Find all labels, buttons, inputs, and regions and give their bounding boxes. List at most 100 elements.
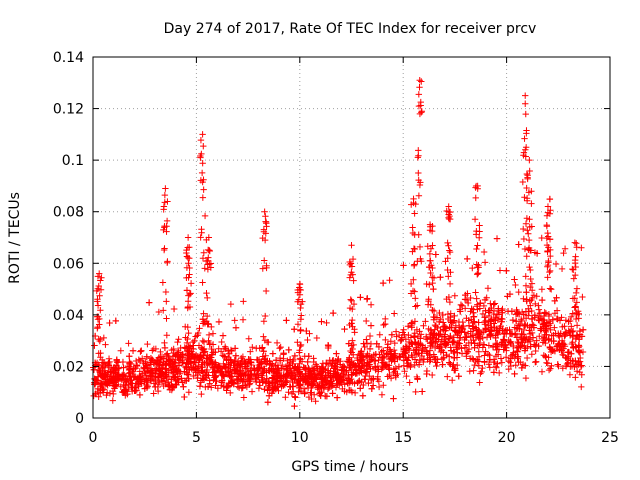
data-point bbox=[512, 331, 519, 338]
data-point bbox=[565, 318, 572, 325]
data-point bbox=[568, 350, 575, 357]
data-point bbox=[341, 373, 349, 381]
data-point bbox=[232, 324, 240, 331]
data-point bbox=[369, 382, 377, 389]
data-point bbox=[551, 297, 559, 305]
data-point bbox=[471, 340, 478, 347]
data-point bbox=[296, 291, 304, 298]
data-point bbox=[297, 342, 304, 350]
data-point bbox=[264, 387, 271, 394]
data-point bbox=[348, 297, 355, 304]
data-point bbox=[286, 356, 294, 363]
data-point bbox=[163, 315, 170, 322]
data-point bbox=[412, 303, 419, 310]
data-point bbox=[500, 330, 508, 337]
data-point bbox=[280, 355, 287, 362]
data-point bbox=[126, 353, 133, 360]
data-point bbox=[412, 346, 420, 353]
data-point bbox=[341, 381, 348, 388]
data-point bbox=[237, 360, 244, 367]
data-point bbox=[207, 264, 215, 271]
data-point bbox=[261, 236, 269, 244]
data-point bbox=[153, 366, 160, 373]
data-point bbox=[524, 227, 531, 234]
data-point bbox=[112, 366, 119, 374]
data-point bbox=[556, 346, 563, 353]
data-point bbox=[159, 279, 167, 286]
data-point bbox=[487, 316, 495, 324]
data-point bbox=[518, 317, 526, 325]
data-point bbox=[473, 325, 480, 333]
data-point bbox=[549, 316, 557, 323]
data-point bbox=[166, 362, 174, 369]
data-point bbox=[429, 273, 436, 281]
data-point bbox=[578, 383, 585, 391]
data-point bbox=[155, 354, 163, 361]
data-point bbox=[150, 345, 158, 353]
data-point bbox=[520, 149, 528, 156]
data-point bbox=[380, 382, 387, 389]
data-point bbox=[199, 358, 206, 366]
data-point bbox=[391, 310, 398, 317]
data-point bbox=[491, 300, 499, 307]
data-point bbox=[547, 252, 554, 260]
data-point bbox=[524, 175, 531, 183]
data-point bbox=[185, 274, 192, 281]
data-point bbox=[273, 374, 281, 382]
data-point bbox=[546, 267, 554, 275]
data-point bbox=[417, 255, 424, 263]
data-point bbox=[456, 327, 463, 335]
data-point bbox=[292, 394, 299, 401]
data-point bbox=[304, 358, 311, 366]
data-point bbox=[555, 332, 562, 339]
data-point bbox=[446, 212, 453, 220]
data-point bbox=[544, 209, 552, 216]
data-point bbox=[469, 319, 477, 327]
data-point bbox=[520, 225, 527, 233]
data-point bbox=[569, 265, 576, 273]
data-point bbox=[506, 290, 514, 298]
data-point bbox=[521, 362, 529, 369]
data-point bbox=[200, 176, 207, 183]
data-point bbox=[475, 319, 482, 326]
data-point bbox=[542, 328, 550, 336]
data-point bbox=[476, 331, 483, 338]
data-point bbox=[461, 305, 469, 312]
data-point bbox=[570, 275, 578, 282]
data-point bbox=[450, 361, 457, 368]
data-point bbox=[295, 296, 303, 303]
data-point bbox=[532, 358, 540, 365]
data-point bbox=[94, 273, 102, 280]
data-point bbox=[507, 338, 514, 345]
data-point bbox=[234, 361, 242, 368]
data-point bbox=[481, 358, 488, 365]
data-point bbox=[528, 351, 536, 358]
data-point bbox=[156, 370, 164, 377]
data-point bbox=[523, 184, 530, 192]
data-point bbox=[457, 301, 465, 309]
data-point bbox=[418, 78, 425, 85]
data-point bbox=[384, 350, 392, 357]
data-point bbox=[234, 376, 241, 384]
data-point bbox=[227, 300, 235, 308]
data-point bbox=[418, 109, 425, 116]
data-point bbox=[144, 340, 151, 348]
data-point bbox=[427, 245, 435, 252]
data-point bbox=[126, 373, 133, 380]
data-point bbox=[208, 323, 215, 331]
data-point bbox=[409, 287, 417, 295]
data-point bbox=[553, 294, 560, 301]
data-point bbox=[535, 342, 542, 350]
data-point bbox=[322, 377, 330, 384]
data-point bbox=[194, 371, 201, 379]
data-point bbox=[579, 293, 586, 301]
x-tick-label: 25 bbox=[601, 430, 619, 446]
data-point bbox=[559, 351, 566, 358]
data-point bbox=[485, 307, 492, 315]
data-point bbox=[484, 285, 492, 292]
data-point bbox=[490, 369, 498, 376]
data-point bbox=[380, 321, 387, 329]
data-point bbox=[136, 357, 144, 365]
data-point bbox=[522, 220, 530, 227]
data-point bbox=[526, 337, 534, 345]
